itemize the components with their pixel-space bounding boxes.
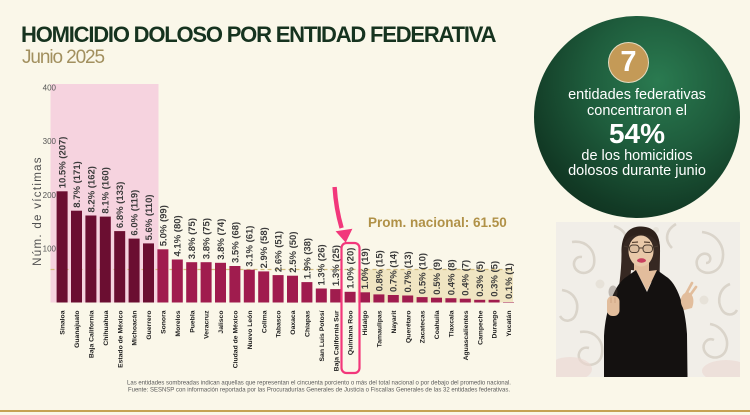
svg-text:5.6% (110): 5.6% (110): [144, 194, 155, 240]
svg-text:Núm. de víctimas: Núm. de víctimas: [32, 156, 44, 266]
svg-text:8.1% (160): 8.1% (160): [101, 167, 112, 213]
svg-text:Tlaxcala: Tlaxcala: [449, 310, 456, 337]
svg-text:0.4% (8): 0.4% (8): [446, 259, 457, 295]
svg-text:Nayarit: Nayarit: [391, 310, 398, 334]
svg-text:5.0% (99): 5.0% (99): [158, 205, 169, 246]
svg-text:3.8% (75): 3.8% (75): [187, 218, 198, 259]
svg-text:Baja California Sur: Baja California Sur: [333, 310, 340, 371]
svg-text:2.9% (58): 2.9% (58): [259, 227, 270, 268]
svg-text:Prom. nacional: 61.50: Prom. nacional: 61.50: [368, 215, 507, 230]
svg-text:Sonora: Sonora: [161, 310, 168, 334]
svg-text:Nuevo León: Nuevo León: [247, 311, 254, 350]
svg-text:0.3% (5): 0.3% (5): [490, 261, 501, 297]
svg-text:6.8% (133): 6.8% (133): [115, 182, 126, 228]
svg-text:Las entidades sombreadas indic: Las entidades sombreadas indican aquella…: [127, 381, 511, 387]
svg-text:Coahuila: Coahuila: [434, 310, 441, 339]
svg-text:Baja California: Baja California: [89, 310, 96, 358]
svg-text:Veracruz: Veracruz: [204, 310, 211, 339]
svg-text:Fuente: SESNSP con información: Fuente: SESNSP con información reportada…: [128, 388, 510, 394]
svg-text:200: 200: [43, 191, 57, 200]
svg-text:Tamaulipas: Tamaulipas: [377, 310, 384, 347]
svg-text:Guanajuato: Guanajuato: [74, 311, 81, 348]
svg-text:Zacatecas: Zacatecas: [420, 310, 427, 343]
svg-text:300: 300: [43, 137, 57, 146]
svg-text:6.0% (119): 6.0% (119): [130, 190, 141, 236]
svg-text:Ciudad de México: Ciudad de México: [233, 311, 240, 369]
svg-text:Tabasco: Tabasco: [276, 311, 283, 338]
svg-text:1.9% (38): 1.9% (38): [302, 238, 313, 279]
svg-text:Oaxaca: Oaxaca: [290, 310, 297, 334]
svg-text:Colima: Colima: [261, 310, 268, 333]
svg-text:Sinaloa: Sinaloa: [60, 310, 67, 334]
svg-text:3.5% (68): 3.5% (68): [230, 222, 241, 263]
svg-text:0.1% (1): 0.1% (1): [504, 263, 515, 299]
svg-text:Hidalgo: Hidalgo: [362, 311, 369, 336]
svg-text:3.8% (75): 3.8% (75): [202, 218, 213, 259]
svg-text:1.3% (25): 1.3% (25): [331, 245, 342, 286]
svg-text:4.1% (80): 4.1% (80): [173, 215, 184, 256]
svg-text:Quintana Roo: Quintana Roo: [348, 311, 355, 356]
svg-text:0.7% (13): 0.7% (13): [403, 251, 414, 292]
svg-text:Yucatán: Yucatán: [506, 310, 513, 336]
svg-text:0.4% (7): 0.4% (7): [461, 260, 472, 296]
svg-text:Jalisco: Jalisco: [218, 311, 225, 334]
svg-text:Campeche: Campeche: [477, 310, 484, 345]
svg-text:0.8% (15): 0.8% (15): [374, 250, 385, 291]
svg-text:0.3% (5): 0.3% (5): [475, 261, 486, 297]
svg-text:Aguascalientes: Aguascalientes: [463, 310, 470, 360]
svg-text:2.5% (50): 2.5% (50): [288, 232, 299, 273]
svg-text:1.0% (20): 1.0% (20): [346, 248, 357, 289]
svg-text:Querétaro: Querétaro: [405, 311, 412, 343]
svg-text:Durango: Durango: [492, 311, 499, 339]
svg-text:3.8% (74): 3.8% (74): [216, 219, 227, 260]
svg-text:Estado de México: Estado de México: [117, 311, 124, 368]
svg-text:San Luis Potosí: San Luis Potosí: [319, 309, 326, 361]
svg-text:100: 100: [43, 245, 57, 254]
svg-text:0.5% (9): 0.5% (9): [432, 259, 443, 295]
svg-text:1.0% (19): 1.0% (19): [360, 248, 371, 289]
svg-text:Chiapas: Chiapas: [305, 310, 312, 337]
svg-text:Chihuahua: Chihuahua: [103, 310, 110, 345]
svg-text:0.7% (14): 0.7% (14): [389, 251, 400, 292]
svg-text:8.7% (171): 8.7% (171): [72, 161, 83, 207]
svg-text:10.5% (207): 10.5% (207): [58, 137, 69, 189]
svg-text:400: 400: [43, 84, 57, 93]
svg-text:Puebla: Puebla: [189, 310, 196, 333]
svg-text:Morelos: Morelos: [175, 310, 182, 336]
svg-text:Michoacán: Michoacán: [132, 311, 139, 346]
svg-text:2.6% (51): 2.6% (51): [274, 231, 285, 272]
svg-text:3.1% (61): 3.1% (61): [245, 226, 256, 267]
svg-text:0.5% (10): 0.5% (10): [418, 253, 429, 294]
svg-text:8.2% (162): 8.2% (162): [86, 166, 97, 212]
svg-text:1.3% (26): 1.3% (26): [317, 244, 328, 285]
svg-text:Guerrero: Guerrero: [146, 311, 153, 340]
